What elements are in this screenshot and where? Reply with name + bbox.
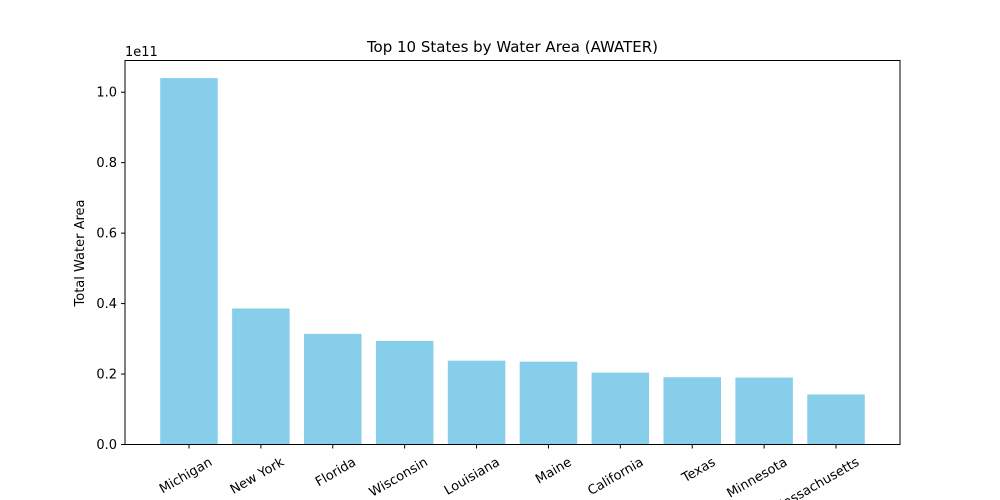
plot-frame (124, 60, 901, 445)
chart-title: Top 10 States by Water Area (AWATER) (366, 38, 658, 56)
y-tick-label: 1.0 (96, 86, 117, 101)
bar-massachusetts (807, 394, 865, 445)
x-tick-label: Wisconsin (367, 455, 431, 500)
bar-michigan (160, 78, 218, 445)
y-axis-offset-label: 1e11 (125, 45, 158, 60)
bar-minnesota (735, 377, 793, 445)
bar-florida (304, 333, 362, 445)
y-tick-label: 0.2 (96, 368, 117, 383)
x-tick-label: Maine (533, 455, 574, 488)
bar-texas (663, 377, 721, 445)
y-tick-label: 0.6 (96, 227, 117, 242)
x-tick-label: Michigan (157, 455, 215, 497)
x-tick-label: Minnesota (725, 455, 791, 500)
y-tick-label: 0.8 (96, 156, 117, 171)
y-axis-label: Total Water Area (73, 200, 88, 308)
bar-maine (519, 361, 578, 445)
bar-california (591, 372, 650, 445)
x-tick-label: California (585, 455, 646, 499)
bar-wisconsin (375, 340, 434, 445)
x-tick-label: Florida (313, 455, 359, 490)
bars-group (160, 78, 865, 445)
bar-louisiana (447, 360, 506, 445)
bar-new-york (232, 308, 290, 445)
y-tick-label: 0.4 (96, 297, 117, 312)
x-tick-label: Texas (679, 455, 719, 487)
y-tick-label: 0.0 (96, 438, 117, 453)
x-tick-label: New York (228, 455, 287, 498)
x-tick-label: Louisiana (442, 455, 503, 499)
